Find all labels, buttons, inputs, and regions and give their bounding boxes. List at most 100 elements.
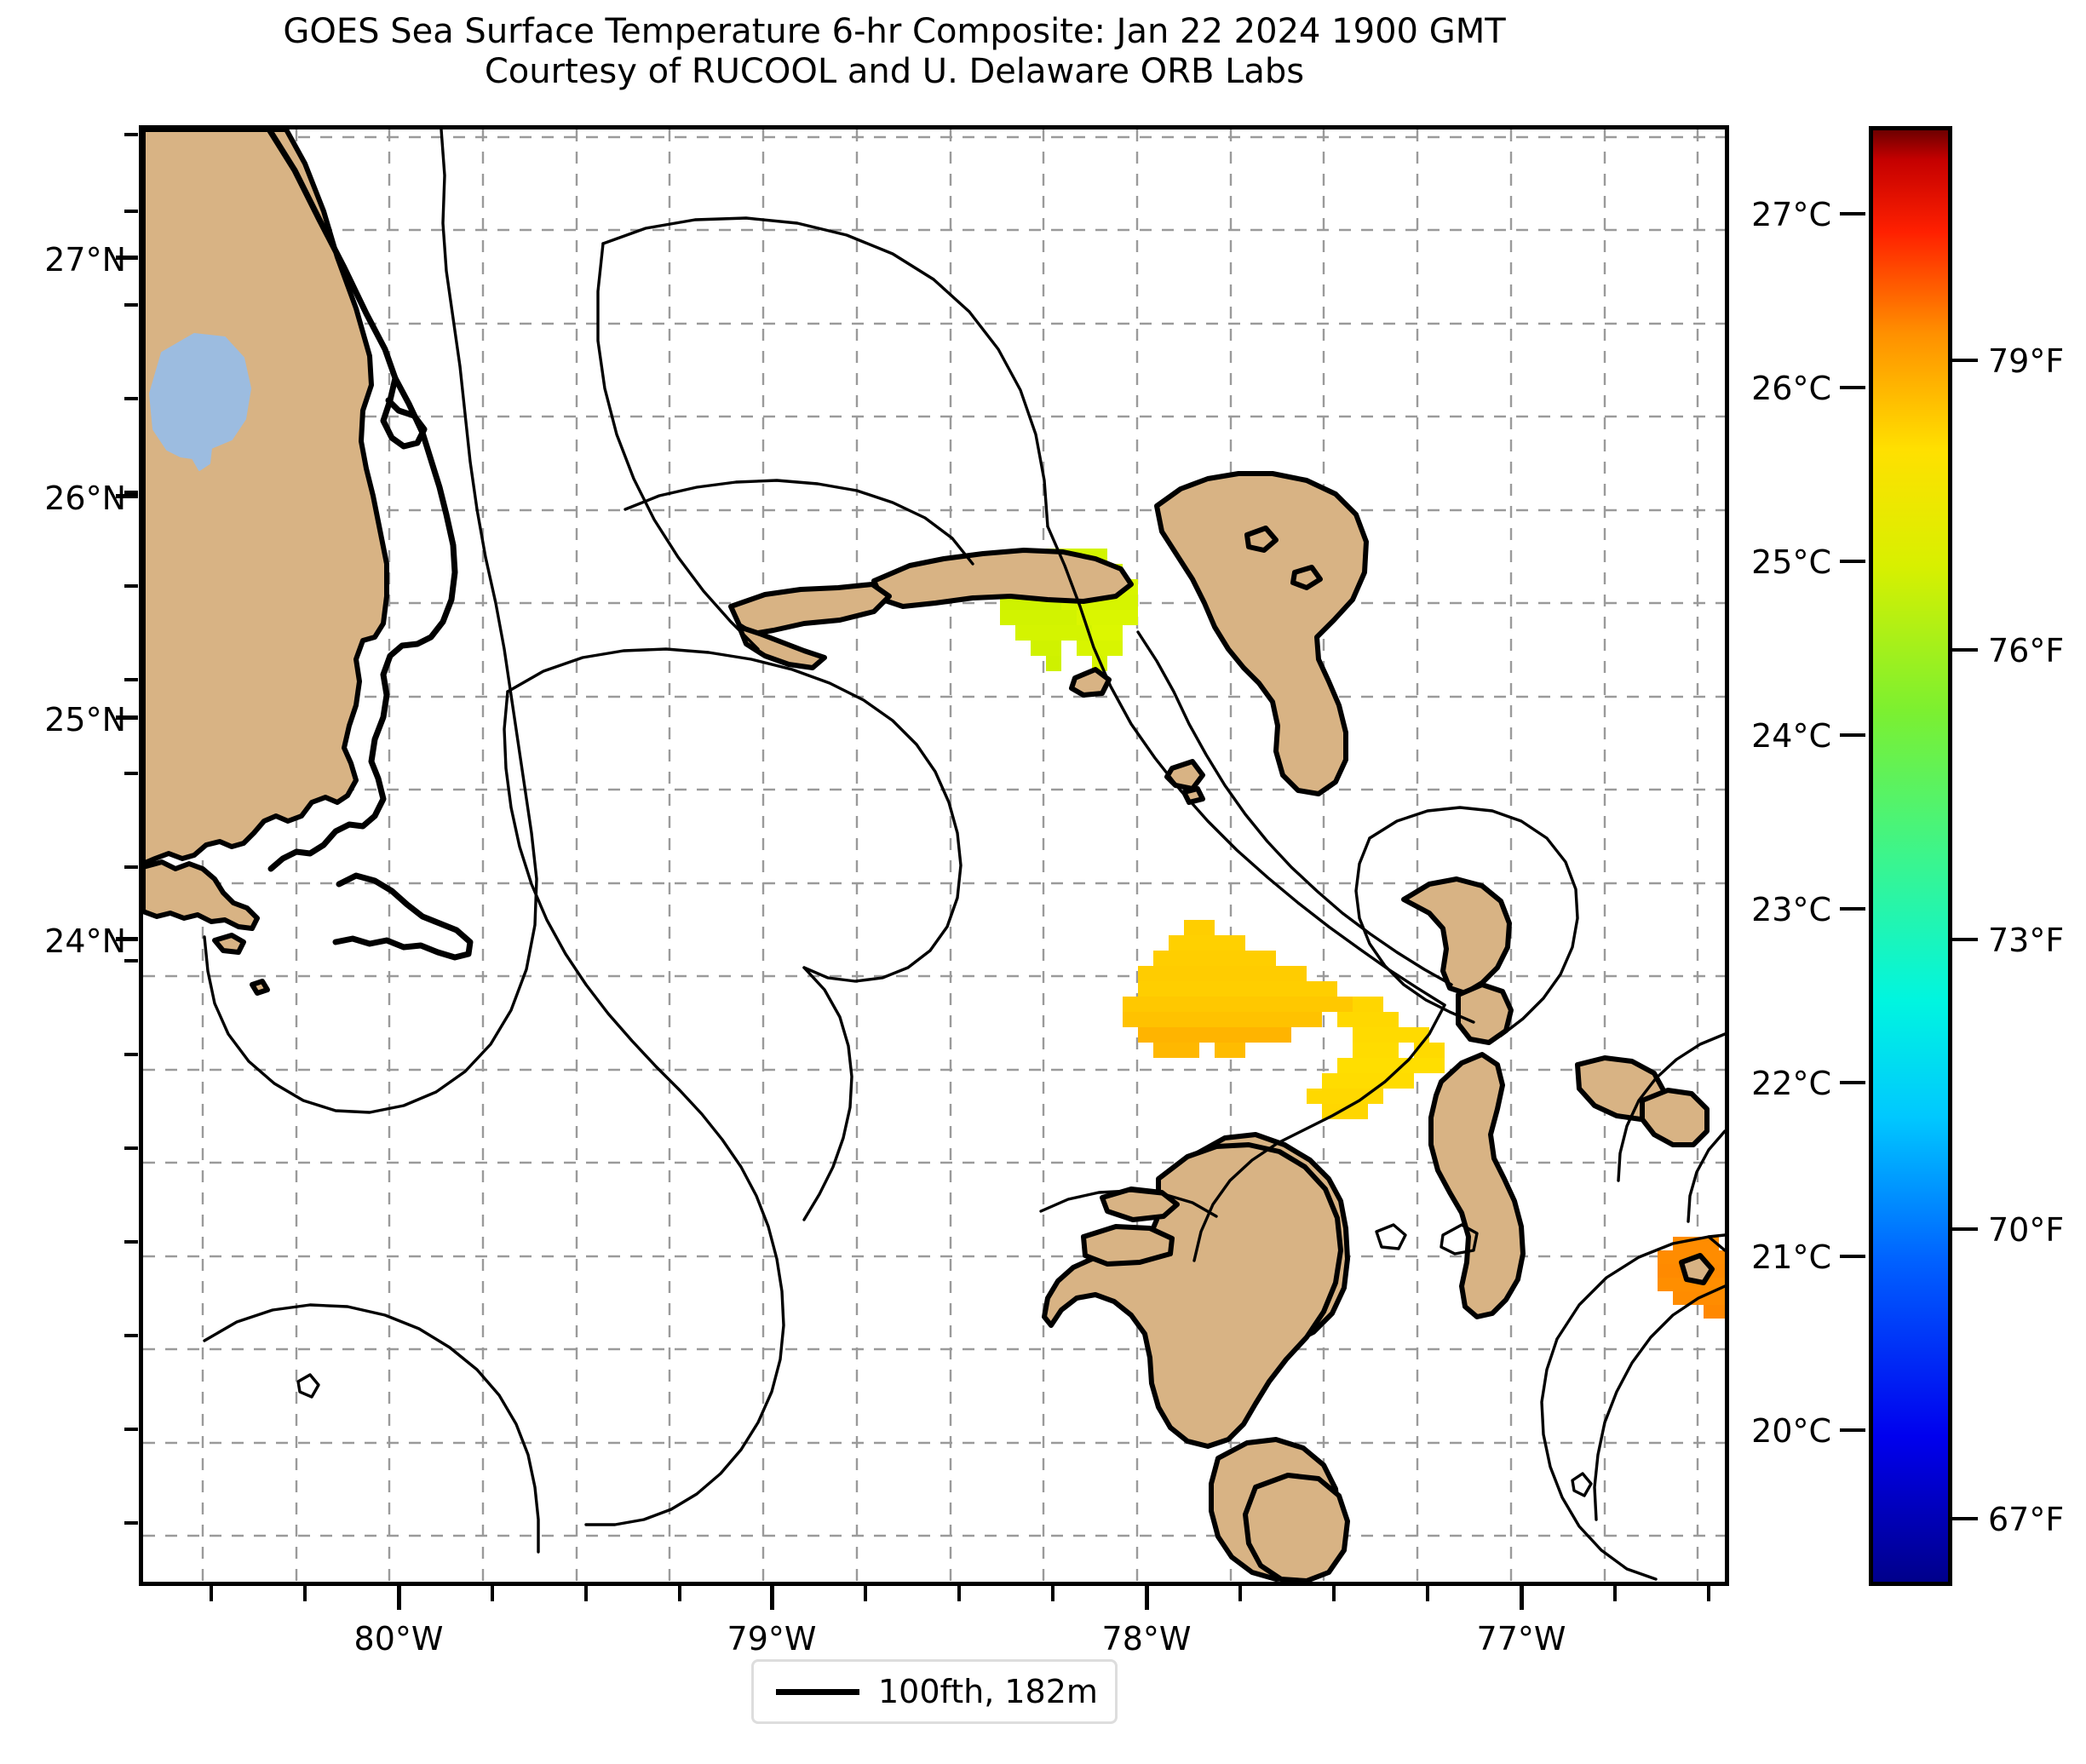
land-abaco-cay2 (1290, 565, 1323, 590)
xtick-mark-79W (770, 1586, 774, 1610)
ytick-mark-27N (116, 256, 138, 260)
xtick-label-80W: 80°W (353, 1620, 444, 1658)
ytick-minor (124, 1240, 138, 1244)
lake-okeechobee (149, 333, 251, 471)
cb-label-21C: 21°C (1751, 1238, 1831, 1276)
land-se-cay (1679, 1253, 1715, 1285)
legend-contour-swatch (776, 1688, 859, 1695)
land-cay-central (1164, 759, 1205, 791)
cb-label-79F: 79°F (1988, 342, 2065, 380)
ytick-minor (124, 772, 138, 775)
cb-tick-73F (1952, 938, 1978, 941)
cb-tick-70F (1952, 1227, 1978, 1231)
map-plot-area[interactable] (139, 125, 1729, 1586)
legend-label: 100fth, 182m (878, 1673, 1098, 1710)
xtick-label-77W: 77°W (1476, 1620, 1566, 1658)
cb-label-27C: 27°C (1751, 196, 1831, 233)
ytick-label-25N: 25°N (44, 701, 126, 738)
xtick-mark-78W (1145, 1586, 1149, 1610)
cb-tick-26C (1840, 386, 1865, 389)
cb-tick-24C (1840, 733, 1865, 737)
xtick-minor (1051, 1586, 1054, 1601)
xtick-label-78W: 78°W (1101, 1620, 1192, 1658)
xtick-minor (1613, 1586, 1617, 1601)
ytick-minor (124, 303, 138, 307)
cb-label-76F: 76°F (1988, 632, 2065, 669)
xtick-minor (1426, 1586, 1429, 1601)
xtick-minor (303, 1586, 307, 1601)
map-canvas (143, 129, 1725, 1582)
land-marathon (250, 979, 270, 996)
xtick-minor (1332, 1586, 1336, 1601)
contour-100fth-thin (203, 129, 1725, 1581)
cb-tick-67F (1952, 1517, 1978, 1520)
cb-label-67F: 67°F (1988, 1501, 2065, 1538)
ytick-minor (124, 1146, 138, 1150)
cb-tick-20C (1840, 1428, 1865, 1432)
cb-label-20C: 20°C (1751, 1412, 1831, 1450)
cb-label-73F: 73°F (1988, 922, 2065, 959)
land-layer (143, 129, 1715, 1582)
land-gb-tail (737, 624, 827, 670)
land-ci-tail (1640, 1088, 1710, 1147)
land-florida (143, 129, 389, 866)
xtick-mark-80W (397, 1586, 401, 1610)
xtick-mark-77W (1520, 1586, 1524, 1610)
land-abaco-cay1 (1244, 526, 1279, 553)
cb-label-25C: 25°C (1751, 543, 1831, 581)
xtick-minor (491, 1586, 494, 1601)
cb-tick-27C (1840, 212, 1865, 215)
land-new-providence (1081, 1224, 1175, 1267)
ytick-minor (124, 865, 138, 869)
xtick-minor (957, 1586, 961, 1601)
land-andros-se (1243, 1473, 1350, 1582)
ytick-minor (124, 210, 138, 213)
chart-title-block: GOES Sea Surface Temperature 6-hr Compos… (0, 12, 1789, 92)
colorbar-gradient (1873, 130, 1948, 1582)
sst-patch-central (1123, 920, 1445, 1119)
ytick-minor (124, 1521, 138, 1525)
cb-label-24C: 24°C (1751, 717, 1831, 755)
ytick-label-24N: 24°N (44, 922, 126, 960)
page-title: GOES Sea Surface Temperature 6-hr Compos… (283, 12, 1506, 51)
ytick-minor (124, 133, 138, 136)
cb-label-23C: 23°C (1751, 891, 1831, 928)
map-legend[interactable]: 100fth, 182m (751, 1659, 1118, 1724)
ytick-minor (124, 584, 138, 588)
ytick-label-27N: 27°N (44, 241, 126, 279)
land-great-abaco (1154, 471, 1369, 796)
page-subtitle: Courtesy of RUCOOL and U. Delaware ORB L… (484, 52, 1305, 92)
cb-tick-21C (1840, 1255, 1865, 1258)
colorbar[interactable] (1869, 126, 1952, 1586)
cb-label-70F: 70°F (1988, 1211, 2065, 1249)
land-eleuthera-north (1401, 876, 1512, 996)
land-andros-main (1042, 1142, 1343, 1449)
ytick-minor (124, 1334, 138, 1337)
ytick-label-26N: 26°N (44, 480, 126, 517)
land-grand-bahama-west (728, 582, 892, 636)
cb-tick-23C (1840, 907, 1865, 911)
xtick-minor (1238, 1586, 1242, 1601)
contour-100fth-thick (266, 129, 474, 961)
xtick-label-79W: 79°W (727, 1620, 817, 1658)
cb-label-26C: 26°C (1751, 370, 1831, 407)
land-key-west (212, 933, 246, 955)
xtick-minor (210, 1586, 213, 1601)
ytick-mark-26N (116, 494, 138, 498)
ytick-mark-25N (116, 715, 138, 720)
land-exuma-cay (1100, 1187, 1180, 1222)
ytick-minor (124, 491, 138, 494)
cb-label-22C: 22°C (1751, 1065, 1831, 1102)
ytick-minor (124, 1053, 138, 1056)
cb-tick-76F (1952, 648, 1978, 652)
ytick-mark-24N (116, 937, 138, 941)
xtick-minor (678, 1586, 681, 1601)
ytick-minor (124, 397, 138, 400)
cb-tick-79F (1952, 359, 1978, 362)
xtick-minor (864, 1586, 867, 1601)
cb-tick-25C (1840, 560, 1865, 563)
ytick-minor (124, 678, 138, 681)
xtick-minor (584, 1586, 588, 1601)
ytick-minor (124, 959, 138, 962)
land-florida-keys (143, 859, 260, 931)
